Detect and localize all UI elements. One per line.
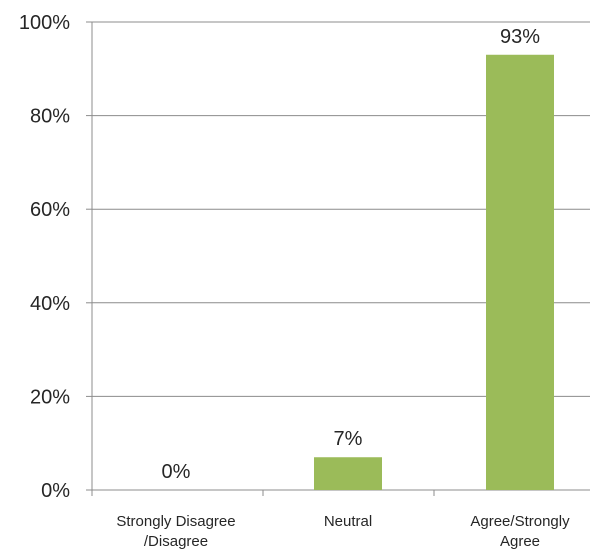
x-tick-label: Strongly Disagree	[116, 513, 235, 530]
y-tick-label: 40%	[30, 293, 70, 315]
x-tick-label: Agree/Strongly	[470, 513, 570, 530]
data-labels: 0% 7% 93%	[162, 26, 541, 483]
y-tick-label: 60%	[30, 199, 70, 221]
x-tick-label: /Disagree	[144, 533, 208, 550]
bar	[486, 54, 554, 490]
y-tick-label: 20%	[30, 386, 70, 408]
x-tick-label: Neutral	[324, 513, 372, 530]
y-tick-label: 100%	[19, 12, 70, 34]
tick-labels: 0% 20% 40% 60% 80% 100% Strongly Disagree/Disa…	[19, 12, 570, 550]
y-tick-label: 0%	[41, 480, 70, 502]
bar	[314, 457, 382, 490]
data-label: 7%	[334, 428, 363, 450]
data-label: 0%	[162, 461, 191, 483]
x-tick-label: Agree	[500, 533, 540, 550]
y-tick-label: 80%	[30, 106, 70, 128]
bars	[314, 54, 554, 490]
data-label: 93%	[500, 26, 540, 48]
